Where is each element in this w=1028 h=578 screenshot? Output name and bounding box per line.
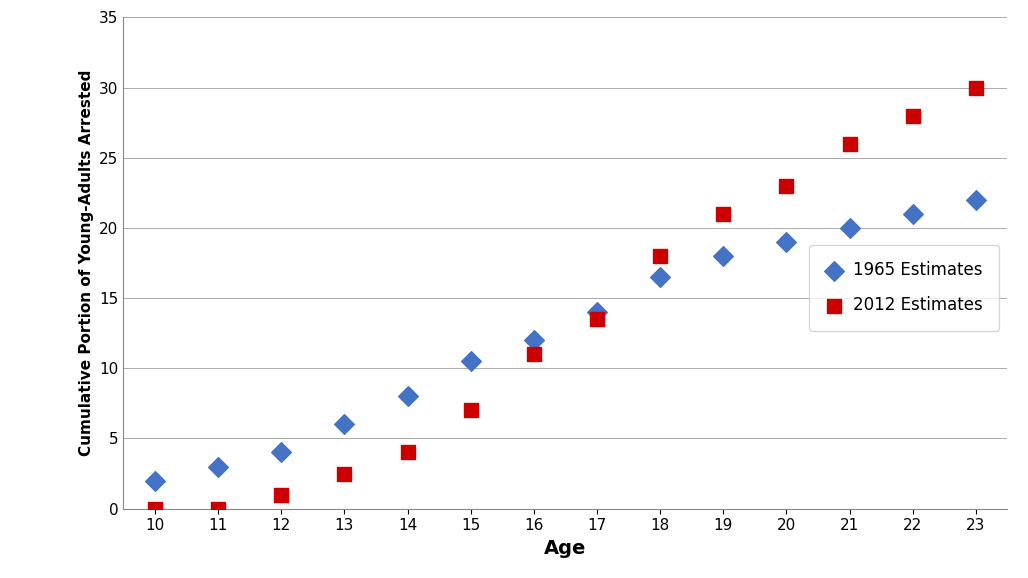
2012 Estimates <box>905 111 921 120</box>
2012 Estimates <box>399 448 415 457</box>
1965 Estimates <box>778 238 795 247</box>
2012 Estimates <box>967 83 984 92</box>
2012 Estimates <box>589 314 605 324</box>
2012 Estimates <box>652 251 668 261</box>
1965 Estimates <box>210 462 226 471</box>
1965 Estimates <box>652 272 668 281</box>
Legend: 1965 Estimates, 2012 Estimates: 1965 Estimates, 2012 Estimates <box>809 244 999 331</box>
X-axis label: Age: Age <box>544 539 587 558</box>
2012 Estimates <box>525 350 542 359</box>
1965 Estimates <box>841 223 857 232</box>
2012 Estimates <box>336 469 353 478</box>
1965 Estimates <box>715 251 732 261</box>
1965 Estimates <box>399 392 415 401</box>
2012 Estimates <box>273 490 290 499</box>
2012 Estimates <box>841 139 857 149</box>
2012 Estimates <box>715 209 732 218</box>
2012 Estimates <box>463 406 479 415</box>
1965 Estimates <box>463 357 479 366</box>
1965 Estimates <box>967 195 984 205</box>
1965 Estimates <box>905 209 921 218</box>
1965 Estimates <box>589 307 605 317</box>
2012 Estimates <box>778 181 795 190</box>
1965 Estimates <box>525 336 542 345</box>
1965 Estimates <box>273 448 290 457</box>
Y-axis label: Cumulative Portion of Young-Adults Arrested: Cumulative Portion of Young-Adults Arres… <box>78 70 94 456</box>
1965 Estimates <box>147 476 163 485</box>
2012 Estimates <box>147 504 163 513</box>
2012 Estimates <box>210 504 226 513</box>
1965 Estimates <box>336 420 353 429</box>
